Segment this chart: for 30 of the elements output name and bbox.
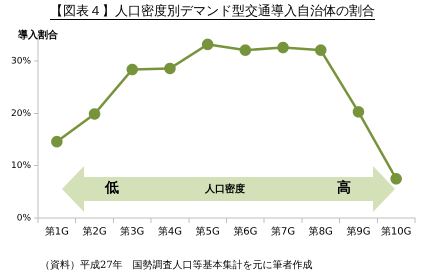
x-tick-label: 第9G xyxy=(346,226,371,238)
x-tick-label: 第3G xyxy=(120,226,144,238)
point xyxy=(315,44,326,56)
y-tick-label: 10% xyxy=(10,161,32,172)
annotation: 低 xyxy=(105,179,119,197)
text: （資料）平成27年 国勢調査人口等基本集計を元に筆者作成 xyxy=(40,258,313,272)
annotation: 高 xyxy=(337,179,351,197)
x-tick-label: 第7G xyxy=(270,226,296,238)
point xyxy=(51,136,63,148)
y-tick-label: 30% xyxy=(10,56,32,66)
x-tick-label: 第4G xyxy=(158,226,182,238)
x-tick-label: 第10G xyxy=(380,226,412,238)
x-tick-label: 第8G xyxy=(308,226,333,238)
x-tick-label: 第5G xyxy=(196,226,220,238)
point xyxy=(390,173,402,185)
x-tick-label: 第2G xyxy=(82,226,107,238)
point xyxy=(277,42,289,54)
point xyxy=(164,62,176,74)
annotation: 人口密度 xyxy=(205,182,245,196)
chart-title: 【図表４】人口密度別デマンド型交通導入自治体の割合 xyxy=(50,4,375,20)
x-tick-label: 第1G xyxy=(44,226,69,238)
x-tick-label: 第6G xyxy=(233,226,258,238)
point xyxy=(352,106,364,118)
point xyxy=(88,108,100,120)
point xyxy=(126,64,138,76)
y-axis-title: 導入割合 xyxy=(18,28,58,42)
point xyxy=(202,38,214,50)
y-tick-label: 0% xyxy=(16,213,32,224)
point xyxy=(240,44,252,56)
y-tick-label: 20% xyxy=(10,108,32,119)
